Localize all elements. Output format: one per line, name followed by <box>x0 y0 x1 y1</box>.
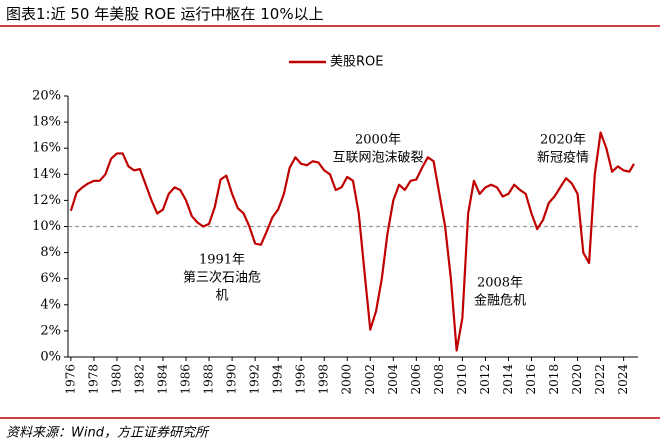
x-tick-label: 2018 <box>547 364 561 395</box>
y-tick-label: 4% <box>40 297 61 312</box>
source: 资料来源：Wind，方正证券研究所 <box>6 425 210 441</box>
x-tick-label: 2010 <box>455 364 469 395</box>
x-tick-label: 1980 <box>109 364 123 395</box>
x-tick-label: 2006 <box>409 364 423 395</box>
annotation: 2008年 <box>477 276 523 291</box>
x-tick-label: 1988 <box>202 364 216 395</box>
x-tick-label: 2024 <box>616 364 630 395</box>
annotation: 机 <box>215 289 228 304</box>
x-tick-label: 1990 <box>225 364 239 395</box>
x-tick-label: 2016 <box>524 364 538 395</box>
x-tick-label: 2012 <box>478 364 492 395</box>
x-tick-label: 1984 <box>156 364 170 395</box>
series-line <box>69 131 635 352</box>
x-tick-label: 2014 <box>501 364 515 395</box>
legend-label: 美股ROE <box>330 55 383 70</box>
y-tick-label: 14% <box>32 167 61 182</box>
x-tick-label: 2004 <box>386 364 400 395</box>
y-tick-label: 10% <box>32 219 61 234</box>
x-tick-label: 2002 <box>363 364 377 395</box>
x-tick-label: 1986 <box>179 364 193 395</box>
y-tick-label: 18% <box>32 115 61 130</box>
annotation: 新冠疫情 <box>537 150 589 166</box>
y-tick-label: 8% <box>40 245 61 260</box>
x-tick-label: 1998 <box>317 364 331 395</box>
chart-title: 图表1:近 50 年美股 ROE 运行中枢在 10%以上 <box>6 5 324 23</box>
y-tick-label: 20% <box>32 89 61 104</box>
x-tick-label: 1976 <box>63 364 77 395</box>
y-tick-label: 0% <box>40 350 61 365</box>
x-tick-label: 2020 <box>570 364 584 395</box>
annotation: 第三次石油危 <box>183 270 261 286</box>
annotation: 2020年 <box>540 133 586 148</box>
y-tick-label: 16% <box>32 141 61 156</box>
x-tick-label: 2008 <box>432 364 446 395</box>
x-tick-label: 1982 <box>132 364 146 395</box>
annotation: 2000年 <box>355 133 401 148</box>
x-tick-label: 2022 <box>593 364 607 395</box>
x-tick-label: 1996 <box>294 364 308 395</box>
annotation: 金融危机 <box>474 293 526 309</box>
x-tick-label: 1994 <box>271 364 285 395</box>
x-tick-label: 1992 <box>248 364 262 395</box>
y-tick-label: 2% <box>40 323 61 338</box>
y-tick-label: 6% <box>40 271 61 286</box>
y-tick-label: 12% <box>32 193 61 208</box>
x-tick-label: 2000 <box>340 364 354 395</box>
x-tick-label: 1978 <box>86 364 100 395</box>
annotation: 1991年 <box>199 253 245 268</box>
annotation: 互联网泡沫破裂 <box>332 151 423 166</box>
